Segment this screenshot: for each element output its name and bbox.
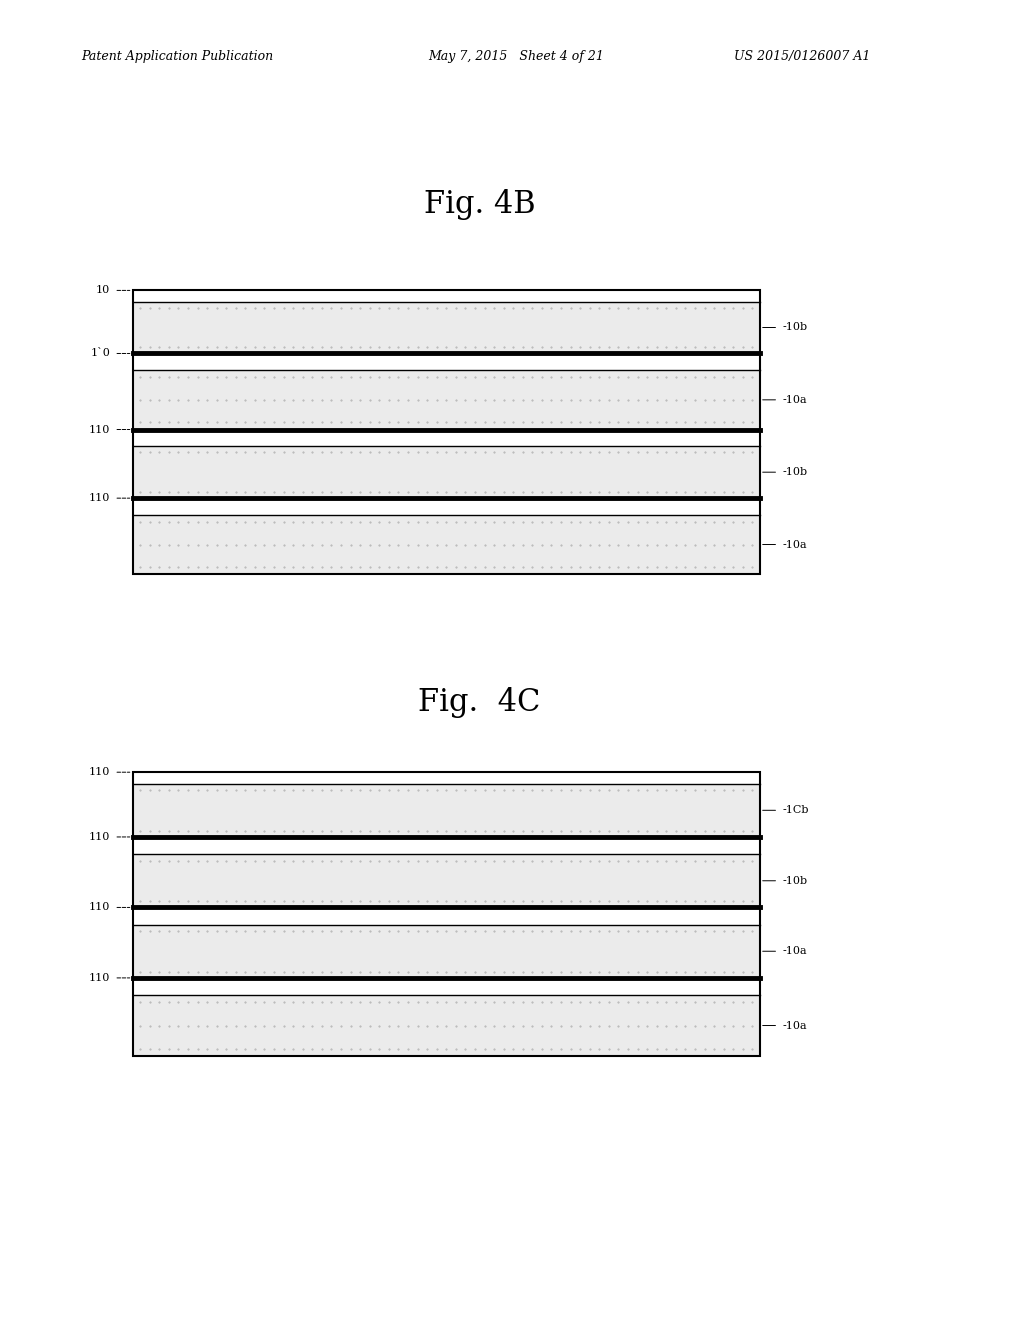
- Bar: [132, 854, 759, 907]
- Text: 10: 10: [96, 285, 110, 296]
- Text: 110: 110: [89, 494, 110, 503]
- Bar: [132, 515, 759, 574]
- Text: Patent Application Publication: Patent Application Publication: [82, 50, 273, 63]
- Text: -10a: -10a: [782, 1020, 806, 1031]
- Text: -10a: -10a: [782, 946, 806, 956]
- Bar: [132, 995, 759, 1056]
- Text: 110: 110: [89, 767, 110, 777]
- Text: -10b: -10b: [782, 467, 807, 478]
- Text: -10a: -10a: [782, 395, 806, 405]
- Text: US 2015/0126007 A1: US 2015/0126007 A1: [734, 50, 870, 63]
- Text: 110: 110: [89, 973, 110, 983]
- Text: Fig. 4B: Fig. 4B: [423, 189, 535, 220]
- Text: 1`0: 1`0: [91, 348, 110, 359]
- Text: 110: 110: [89, 425, 110, 434]
- Text: -1Cb: -1Cb: [782, 805, 808, 816]
- Bar: [132, 446, 759, 498]
- Text: -10b: -10b: [782, 875, 807, 886]
- Bar: [132, 290, 759, 574]
- Text: 110: 110: [89, 832, 110, 842]
- Text: -10b: -10b: [782, 322, 807, 333]
- Bar: [132, 370, 759, 429]
- Text: May 7, 2015   Sheet 4 of 21: May 7, 2015 Sheet 4 of 21: [428, 50, 603, 63]
- Bar: [132, 784, 759, 837]
- Text: Fig.  4C: Fig. 4C: [418, 686, 540, 718]
- Text: 110: 110: [89, 903, 110, 912]
- Bar: [132, 924, 759, 978]
- Text: -10a: -10a: [782, 540, 806, 549]
- Bar: [132, 772, 759, 1056]
- Bar: [132, 301, 759, 354]
